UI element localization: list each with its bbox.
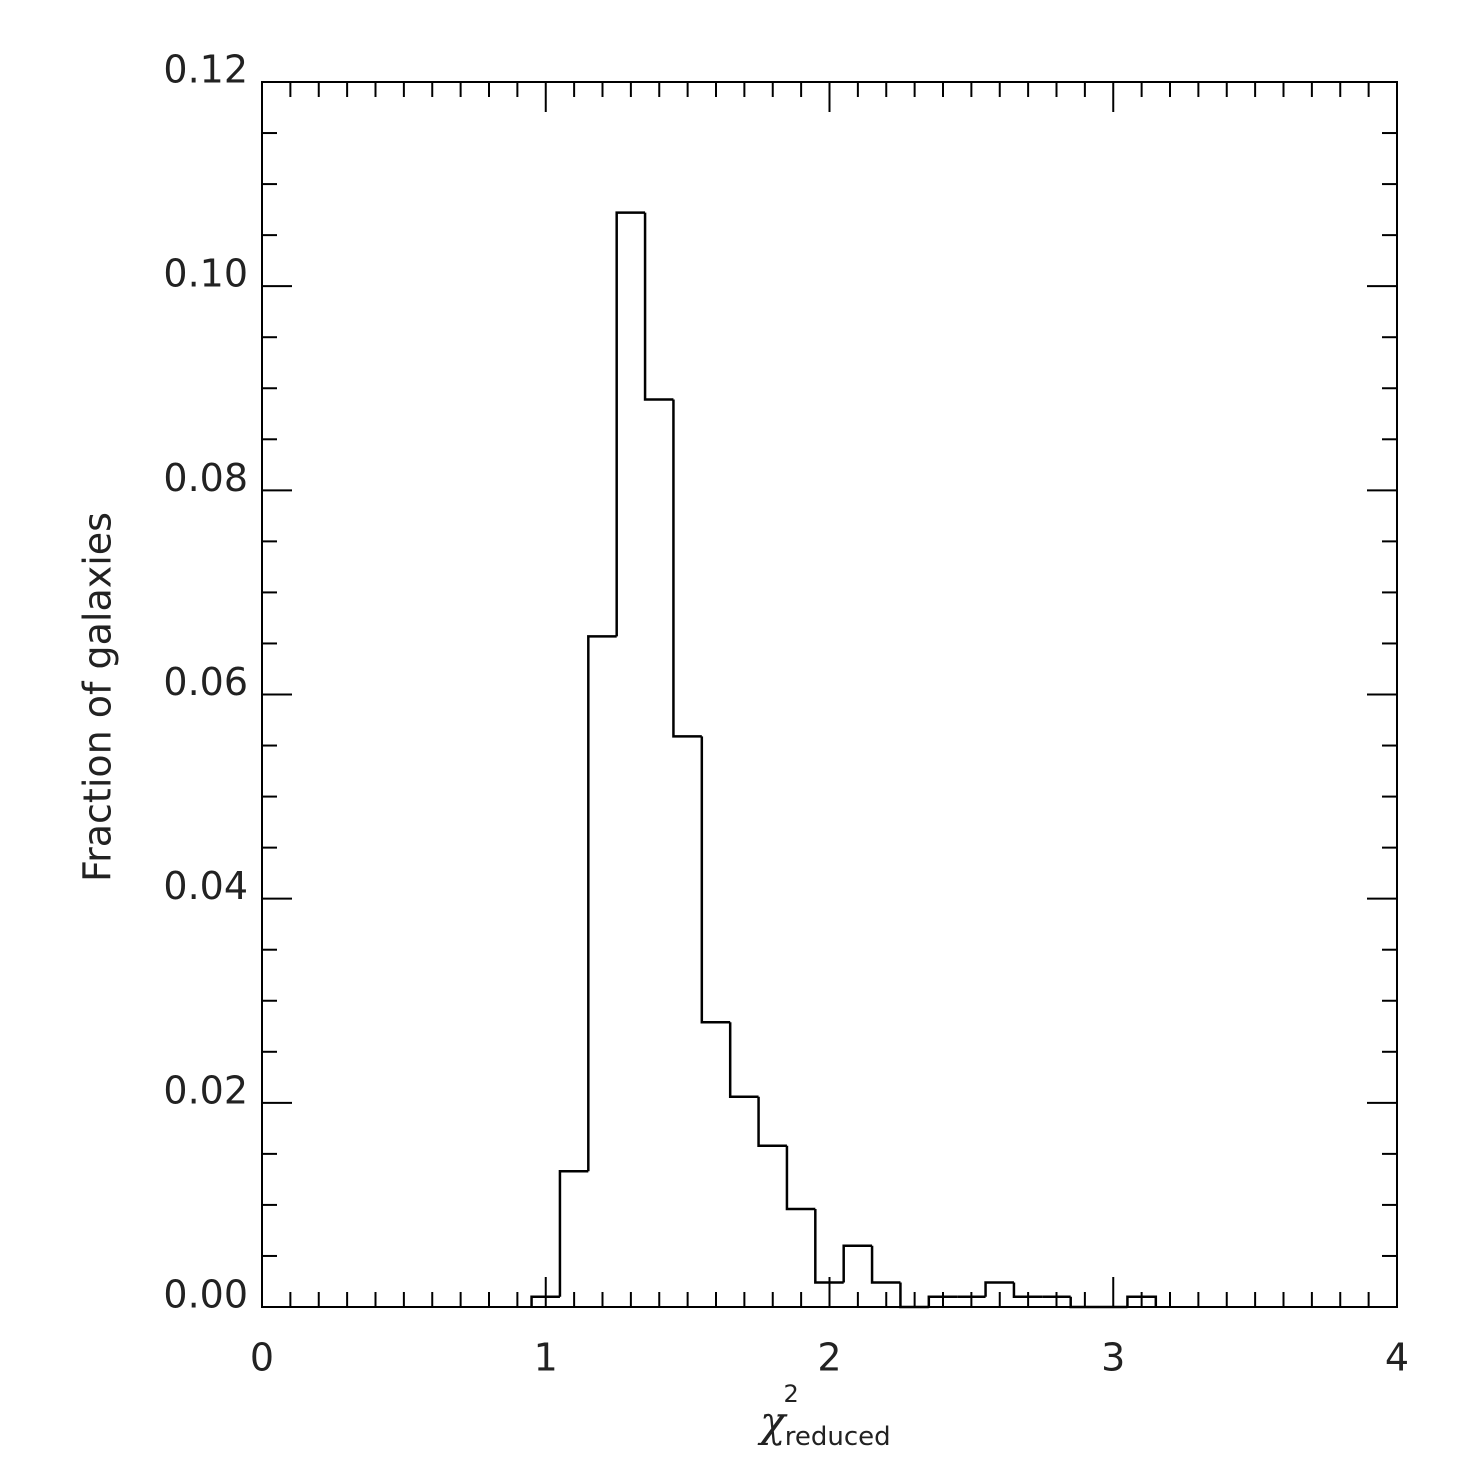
histogram-bin: [785, 1145, 816, 1211]
histogram-bin: [672, 399, 702, 738]
x-tick-label: 0: [250, 1336, 274, 1380]
histogram-bin: [984, 1281, 1014, 1297]
histogram-bin: [899, 1282, 929, 1309]
x-label-symbol: χ: [757, 1397, 788, 1446]
y-tick-label: 0.02: [163, 1068, 248, 1112]
histogram-bin: [728, 1022, 759, 1098]
histogram-bin: [700, 736, 731, 1024]
x-tick-label: 2: [817, 1336, 841, 1380]
histogram-bin: [615, 211, 646, 637]
histogram-bin: [643, 212, 674, 401]
histogram-bin: [927, 1295, 958, 1307]
x-label-subscript: reduced: [785, 1422, 891, 1452]
plot-frame: [261, 81, 1398, 1308]
histogram-bin: [1069, 1296, 1100, 1309]
y-tick-label: 0.06: [163, 660, 248, 704]
x-axis-label: χ2 reduced: [757, 1380, 891, 1452]
histogram-bin: [842, 1244, 873, 1283]
y-axis-label: Fraction of galaxies: [76, 512, 120, 882]
y-tick-label: 0.04: [163, 864, 248, 908]
x-tick-label: 3: [1101, 1336, 1125, 1380]
histogram-bin: [558, 1169, 589, 1297]
histogram-bin: [530, 1295, 560, 1307]
histogram-bin: [1126, 1295, 1158, 1307]
histogram-bin: [814, 1209, 844, 1284]
histogram-bin: [757, 1096, 787, 1147]
x-tick-label: 4: [1385, 1336, 1409, 1380]
y-tick-label: 0.10: [163, 252, 248, 296]
histogram-bin: [1012, 1282, 1043, 1299]
x-label-superscript: 2: [783, 1380, 798, 1408]
y-tick-label: 0.08: [163, 456, 248, 500]
histogram-bin: [587, 635, 617, 1172]
x-tick-label: 1: [534, 1336, 558, 1380]
y-tick-label: 0.00: [163, 1273, 248, 1317]
histogram-bin: [870, 1245, 901, 1284]
y-tick-label: 0.12: [163, 48, 248, 92]
